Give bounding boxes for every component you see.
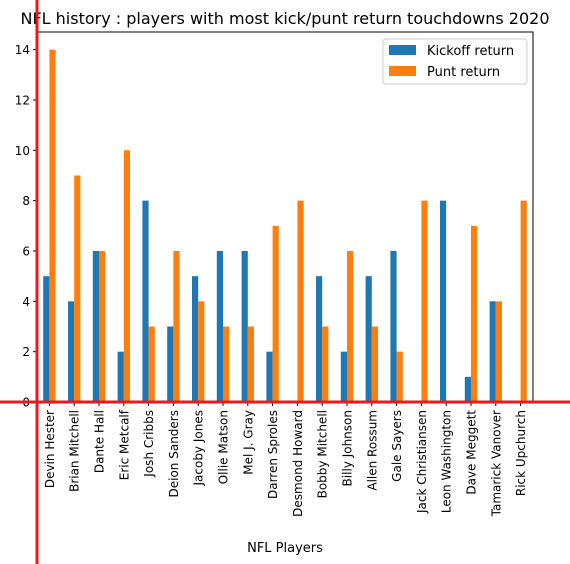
y-tick-label: 6: [22, 244, 30, 258]
y-tick-label: 12: [15, 93, 30, 107]
bar-punt-15: [421, 201, 427, 402]
bar-kickoff-0: [43, 276, 49, 402]
bar-punt-4: [149, 326, 155, 402]
bar-kickoff-7: [217, 251, 223, 402]
x-axis-label: NFL Players: [247, 541, 323, 556]
bar-punt-17: [471, 226, 477, 402]
x-tick-label: Ollie Matson: [217, 410, 231, 484]
bar-kickoff-9: [266, 352, 272, 402]
bar-kickoff-18: [490, 301, 496, 402]
x-tick-label: Desmond Howard: [291, 410, 305, 517]
x-tick-label: Brian Mitchell: [68, 410, 82, 492]
bar-kickoff-2: [93, 251, 99, 402]
x-tick-label: Billy Johnson: [341, 410, 355, 486]
bar-kickoff-17: [465, 377, 471, 402]
bar-kickoff-11: [316, 276, 322, 402]
x-tick-label: Deion Sanders: [167, 410, 181, 497]
bar-punt-7: [223, 326, 229, 402]
x-tick-label: Rick Upchurch: [514, 410, 528, 496]
x-tick-label: Jacoby Jones: [192, 410, 206, 487]
bar-kickoff-5: [167, 326, 173, 402]
bar-punt-8: [248, 326, 254, 402]
bar-punt-3: [124, 150, 130, 402]
x-tick-label: Mel J. Gray: [241, 410, 255, 475]
x-tick-label: Dave Meggett: [465, 410, 479, 495]
legend: Kickoff return Punt return: [383, 39, 527, 84]
y-tick-label: 2: [22, 345, 30, 359]
x-tick-label: Dante Hall: [93, 410, 107, 473]
bar-punt-14: [397, 352, 403, 402]
legend-label-punt: Punt return: [427, 65, 500, 80]
x-tick-label: Leon Washington: [440, 410, 454, 513]
x-tick-label: Allen Rossum: [365, 410, 379, 491]
bar-kickoff-13: [366, 276, 372, 402]
bar-punt-5: [173, 251, 179, 402]
bar-kickoff-3: [118, 352, 124, 402]
x-tick-label: Bobby Mitchell: [316, 410, 330, 498]
y-tick-label: 10: [15, 144, 30, 158]
bar-punt-0: [49, 50, 55, 402]
x-tick-label: Tamarick Vanover: [489, 410, 503, 517]
bar-punt-19: [521, 201, 527, 402]
bar-kickoff-12: [341, 352, 347, 402]
bars-layer: [43, 50, 527, 402]
bar-kickoff-1: [68, 301, 74, 402]
x-tick-label: Gale Sayers: [390, 410, 404, 482]
bar-kickoff-6: [192, 276, 198, 402]
x-axis: Devin Hester Brian Mitchell Dante Hall Eric…: [43, 402, 528, 517]
y-tick-label: 4: [22, 295, 30, 309]
legend-label-kickoff: Kickoff return: [427, 44, 514, 59]
bar-punt-2: [99, 251, 105, 402]
y-tick-label: 8: [22, 194, 30, 208]
bar-punt-18: [496, 301, 502, 402]
bar-kickoff-8: [242, 251, 248, 402]
legend-swatch-punt: [389, 66, 416, 76]
x-tick-label: Devin Hester: [43, 410, 57, 488]
bar-kickoff-14: [390, 251, 396, 402]
plot-frame: [37, 32, 533, 402]
x-tick-label: Eric Metcalf: [117, 409, 131, 480]
y-tick-label: 14: [15, 43, 30, 57]
bar-punt-6: [198, 301, 204, 402]
x-tick-label: Darren Sproles: [266, 410, 280, 499]
chart-title: NFL history : players with most kick/pun…: [20, 9, 549, 28]
x-tick-label: Josh Cribbs: [142, 410, 156, 478]
bar-punt-12: [347, 251, 353, 402]
x-tick-label: Jack Christiansen: [415, 410, 429, 514]
bar-punt-13: [372, 326, 378, 402]
bar-kickoff-4: [142, 201, 148, 402]
bar-punt-9: [273, 226, 279, 402]
bar-punt-10: [297, 201, 303, 402]
bar-kickoff-16: [440, 201, 446, 402]
bar-punt-1: [74, 175, 80, 402]
bar-punt-11: [322, 326, 328, 402]
legend-swatch-kickoff: [389, 45, 416, 55]
